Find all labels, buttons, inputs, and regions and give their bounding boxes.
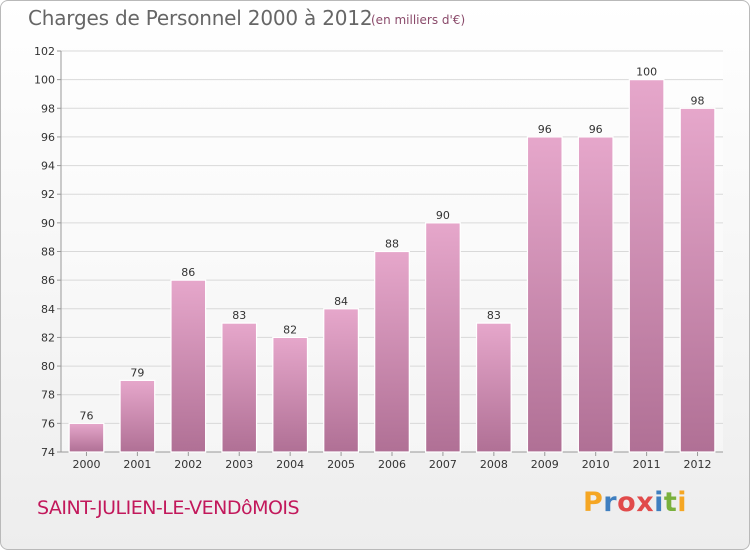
data-label: 90 xyxy=(436,209,450,222)
y-tick-label: 92 xyxy=(41,188,55,201)
x-tick-label: 2011 xyxy=(633,458,661,471)
chart-title: Charges de Personnel 2000 à 2012 xyxy=(28,6,373,30)
y-tick-label: 102 xyxy=(34,45,55,58)
bar-2001 xyxy=(119,379,156,453)
y-tick-label: 100 xyxy=(34,74,55,87)
logo-letter: P xyxy=(583,487,604,518)
bar-2009 xyxy=(526,136,563,453)
x-tick-label: 2012 xyxy=(684,458,712,471)
y-tick-label: 94 xyxy=(41,160,55,173)
logo-letter: t xyxy=(663,487,678,518)
x-tick-label: 2001 xyxy=(123,458,151,471)
y-tick-label: 80 xyxy=(41,360,55,373)
bar-2007 xyxy=(425,222,461,453)
logo-letter: o xyxy=(617,487,637,518)
logo-letter: x xyxy=(636,487,655,518)
data-label: 96 xyxy=(589,123,603,136)
data-label: 100 xyxy=(636,66,657,79)
bar-2006 xyxy=(374,250,410,453)
data-label: 98 xyxy=(691,94,705,107)
y-tick-label: 86 xyxy=(41,274,55,287)
x-tick-label: 2010 xyxy=(582,458,610,471)
y-tick-label: 84 xyxy=(41,303,55,316)
y-tick-label: 88 xyxy=(41,246,55,259)
data-label: 83 xyxy=(232,309,246,322)
bar-2005 xyxy=(323,308,359,453)
bar-2002 xyxy=(170,279,207,453)
bar-2010 xyxy=(577,136,614,453)
x-tick-label: 2003 xyxy=(225,458,253,471)
bar-2011 xyxy=(628,79,665,453)
y-tick-label: 90 xyxy=(41,217,55,230)
y-tick-label: 74 xyxy=(41,446,55,459)
data-label: 86 xyxy=(181,266,195,279)
bar-2000 xyxy=(68,422,105,453)
logo-letter: i xyxy=(677,487,688,518)
x-tick-label: 2007 xyxy=(429,458,457,471)
chart-unit-subtitle: (en milliers d'€) xyxy=(371,13,466,27)
y-tick-label: 96 xyxy=(41,131,55,144)
data-label: 96 xyxy=(538,123,552,136)
data-label: 88 xyxy=(385,238,399,251)
data-label: 82 xyxy=(283,323,297,336)
data-label: 83 xyxy=(487,309,501,322)
x-tick-label: 2009 xyxy=(531,458,559,471)
data-label: 84 xyxy=(334,295,348,308)
bar-2012 xyxy=(679,107,716,453)
y-tick-label: 78 xyxy=(41,389,55,402)
commune-name: SAINT-JULIEN-LE-VENDôMOIS xyxy=(37,497,300,519)
bar-2004 xyxy=(272,336,309,453)
x-tick-label: 2006 xyxy=(378,458,406,471)
data-label: 76 xyxy=(79,409,93,422)
y-tick-label: 98 xyxy=(41,102,55,115)
proxiti-logo: Proxiti xyxy=(583,487,687,518)
x-tick-label: 2002 xyxy=(174,458,202,471)
logo-letter: r xyxy=(603,487,618,518)
x-tick-label: 2004 xyxy=(276,458,304,471)
logo-letter: i xyxy=(654,487,664,518)
x-tick-label: 2008 xyxy=(480,458,508,471)
bar-2003 xyxy=(221,322,258,453)
x-tick-label: 2005 xyxy=(327,458,355,471)
bar-2008 xyxy=(475,322,512,453)
data-label: 79 xyxy=(130,366,144,379)
y-tick-label: 82 xyxy=(41,331,55,344)
y-tick-label: 76 xyxy=(41,417,55,430)
x-tick-label: 2000 xyxy=(72,458,100,471)
